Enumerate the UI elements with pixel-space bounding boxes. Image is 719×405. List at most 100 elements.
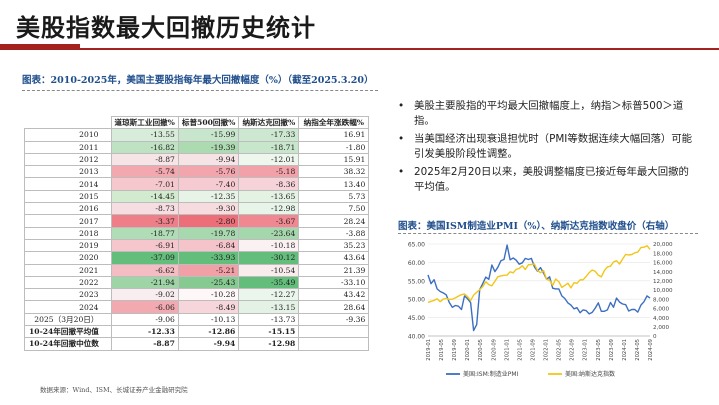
- table-header-row: 道琼斯工业回撤% 标普500回撤% 纳斯达克回撤% 纳指全年涨跌幅%: [24, 115, 370, 130]
- table-cell: -13.73: [238, 312, 300, 327]
- table-cell: -30.12: [238, 251, 300, 265]
- table-cell: -6.91: [110, 238, 179, 253]
- legend-label: 美国:纳斯达克指数: [565, 370, 615, 378]
- table-cell: -13.15: [238, 300, 300, 314]
- table-cell: -6.62: [110, 263, 179, 277]
- x-axis-tick-label: 2024-09: [648, 339, 654, 361]
- right-axis-tick-label: 18,000: [653, 251, 673, 257]
- table-cell: -6.84: [177, 238, 240, 253]
- bullet-dot-icon: •: [398, 100, 405, 112]
- left-axis-tick-label: 45.00: [408, 315, 425, 322]
- table-cell: 13.40: [298, 177, 370, 191]
- summary-cell: -12.33: [110, 325, 179, 339]
- table-row: 2019 -6.91 -6.84 -10.18 35.23: [24, 238, 370, 253]
- table-cell: -15.99: [177, 128, 240, 142]
- summary-row: 10-24年回撤平均值 -12.33 -12.86 -15.15: [24, 325, 370, 339]
- summary-cell: -8.87: [110, 337, 179, 351]
- right-axis-tick-label: 16,000: [653, 261, 673, 267]
- bullet-item: • 美股主要股指的平均最大回撤幅度上，纳指＞标普500＞道指。: [394, 99, 699, 129]
- table-cell: 43.42: [298, 288, 370, 302]
- table-cell: -5.76: [177, 165, 240, 179]
- summary-cell: -9.94: [177, 337, 240, 351]
- header-nasdaq: 纳斯达克回撤%: [238, 115, 300, 130]
- row-year: 2019: [24, 238, 112, 253]
- left-axis-tick-label: 55.00: [408, 278, 425, 285]
- table-cell: -5.18: [238, 165, 300, 179]
- header-nasdaq-annual: 纳指全年涨跌幅%: [298, 115, 370, 130]
- table-cell: -7.01: [110, 177, 179, 191]
- x-axis-tick-label: 2021-05: [517, 339, 523, 361]
- table-row: 2022 -21.94 -25.43 -35.49 -33.10: [24, 275, 370, 290]
- table-row: 2021 -6.62 -5.21 -10.54 21.39: [24, 263, 370, 277]
- table-cell: -18.77: [110, 226, 179, 240]
- table-cell: -12.27: [238, 288, 300, 302]
- x-axis-tick-label: 2020-09: [491, 339, 497, 361]
- row-year: 2016: [24, 202, 112, 216]
- table-cell: -37.09: [110, 251, 179, 265]
- table-cell: -12.98: [238, 202, 300, 216]
- table-cell: -33.93: [177, 251, 240, 265]
- right-axis-tick-label: 12,000: [653, 279, 673, 285]
- table-cell: -19.78: [177, 226, 240, 240]
- bullet-text: 当美国经济出现衰退担忧时（PMI等数据连续大幅回落）可能引发美股阶段性调整。: [414, 133, 693, 160]
- x-axis-tick-label: 2023-01: [583, 339, 589, 361]
- table-row: 2025（3月20日） -9.06 -10.13 -13.73 -9.36: [24, 312, 370, 327]
- x-axis-tick-label: 2023-05: [596, 339, 602, 361]
- bullet-dot-icon: •: [398, 166, 405, 178]
- table-cell: -19.39: [177, 140, 240, 154]
- table-cell: 35.23: [298, 238, 370, 253]
- row-year: 2012: [24, 152, 112, 167]
- table-cell: 38.32: [298, 165, 370, 179]
- table-cell: -1.80: [298, 140, 370, 154]
- right-axis-tick-label: 10,000: [653, 288, 673, 294]
- x-axis-tick-label: 2022-01: [544, 339, 550, 361]
- summary-label: 10-24年回撤中位数: [24, 337, 112, 351]
- table-cell: -5.74: [110, 165, 179, 179]
- row-year: 2015: [24, 189, 112, 204]
- table-cell: 28.64: [298, 300, 370, 314]
- right-axis-tick-label: 0: [653, 334, 657, 340]
- right-axis-tick-label: 20,000: [653, 242, 673, 248]
- right-axis-tick-label: 6,000: [653, 307, 669, 313]
- row-year: 2022: [24, 275, 112, 290]
- summary-cell: [298, 325, 370, 339]
- slide-title: 美股指数最大回撤历史统计: [16, 14, 316, 42]
- row-year: 2018: [24, 226, 112, 240]
- summary-cell: -12.98: [238, 337, 300, 351]
- table-row: 2023 -9.02 -10.28 -12.27 43.42: [24, 288, 370, 302]
- x-axis-tick-label: 2019-05: [439, 339, 445, 361]
- table-cell: -9.94: [177, 152, 240, 167]
- table-row: 2011 -16.82 -19.39 -18.71 -1.80: [24, 140, 370, 154]
- right-axis-tick-label: 14,000: [653, 270, 673, 276]
- table-cell: -14.45: [110, 189, 179, 204]
- table-row: 2018 -18.77 -19.78 -23.64 -3.88: [24, 226, 370, 240]
- table-cell: -7.40: [177, 177, 240, 191]
- table-cell: -13.55: [110, 128, 179, 142]
- table-cell: -10.13: [177, 312, 240, 327]
- table-cell: 43.64: [298, 251, 370, 265]
- x-axis-tick-label: 2020-05: [478, 339, 484, 361]
- x-axis-tick-label: 2021-01: [504, 339, 510, 361]
- series-line-nasdaq: [427, 244, 651, 304]
- bullet-item: • 当美国经济出现衰退担忧时（PMI等数据连续大幅回落）可能引发美股阶段性调整。: [394, 132, 699, 162]
- table-cell: -9.02: [110, 288, 179, 302]
- x-axis-tick-label: 2019-09: [452, 339, 458, 361]
- table-cell: 28.24: [298, 214, 370, 228]
- bullet-list: • 美股主要股指的平均最大回撤幅度上，纳指＞标普500＞道指。 • 当美国经济出现衰…: [394, 99, 699, 198]
- table-cell: -10.54: [238, 263, 300, 277]
- right-axis-tick-label: 4,000: [653, 316, 669, 322]
- table-cell: -10.28: [177, 288, 240, 302]
- bullet-text: 2025年2月20日以来，美股调整幅度已接近每年最大回撤的平均值。: [414, 166, 689, 193]
- summary-label: 10-24年回撤平均值: [24, 325, 112, 339]
- row-year: 2020: [24, 251, 112, 265]
- table-cell: -18.71: [238, 140, 300, 154]
- row-year: 2014: [24, 177, 112, 191]
- legend-label: 美国:ISM:制造业PMI: [463, 370, 519, 378]
- row-year: 2011: [24, 140, 112, 154]
- row-year: 2024: [24, 300, 112, 314]
- table-cell: -35.49: [238, 275, 300, 290]
- footnote: 数据来源：Wind、ISM、长城证券产业金融研究院: [40, 386, 188, 394]
- row-year: 2023: [24, 288, 112, 302]
- table-cell: -9.06: [110, 312, 179, 327]
- table-cell: -8.87: [110, 152, 179, 167]
